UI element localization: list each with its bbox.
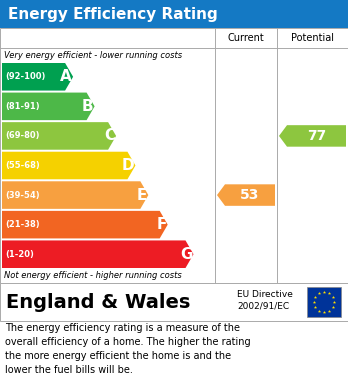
Text: F: F — [156, 217, 167, 232]
Text: G: G — [180, 247, 192, 262]
Text: (39-54): (39-54) — [5, 190, 40, 199]
Text: Current: Current — [228, 33, 264, 43]
Polygon shape — [2, 93, 95, 120]
Bar — [307, 287, 341, 317]
Text: EU Directive
2002/91/EC: EU Directive 2002/91/EC — [237, 290, 293, 310]
Text: 53: 53 — [240, 188, 260, 202]
Text: B: B — [82, 99, 94, 114]
Polygon shape — [2, 240, 193, 268]
Text: (81-91): (81-91) — [5, 102, 40, 111]
Text: (55-68): (55-68) — [5, 161, 40, 170]
Text: The energy efficiency rating is a measure of the
overall efficiency of a home. T: The energy efficiency rating is a measur… — [5, 323, 251, 375]
Text: Very energy efficient - lower running costs: Very energy efficient - lower running co… — [4, 50, 182, 59]
Bar — [0, 0, 348, 28]
Text: A: A — [60, 69, 72, 84]
Polygon shape — [2, 63, 73, 91]
Text: D: D — [122, 158, 134, 173]
Polygon shape — [279, 125, 346, 147]
Polygon shape — [217, 184, 275, 206]
Polygon shape — [2, 211, 168, 239]
Text: (69-80): (69-80) — [5, 131, 40, 140]
Text: (92-100): (92-100) — [5, 72, 45, 81]
Bar — [0, 28, 348, 283]
Text: Not energy efficient - higher running costs: Not energy efficient - higher running co… — [4, 271, 182, 280]
Text: Potential: Potential — [291, 33, 334, 43]
Polygon shape — [2, 181, 148, 209]
Polygon shape — [2, 122, 116, 150]
Text: (1-20): (1-20) — [5, 250, 34, 259]
Text: (21-38): (21-38) — [5, 220, 40, 229]
Text: C: C — [104, 128, 115, 143]
Text: Energy Efficiency Rating: Energy Efficiency Rating — [8, 7, 218, 22]
Bar — [0, 283, 348, 321]
Text: England & Wales: England & Wales — [6, 292, 190, 312]
Text: E: E — [137, 188, 147, 203]
Text: 77: 77 — [307, 129, 326, 143]
Polygon shape — [2, 152, 135, 179]
